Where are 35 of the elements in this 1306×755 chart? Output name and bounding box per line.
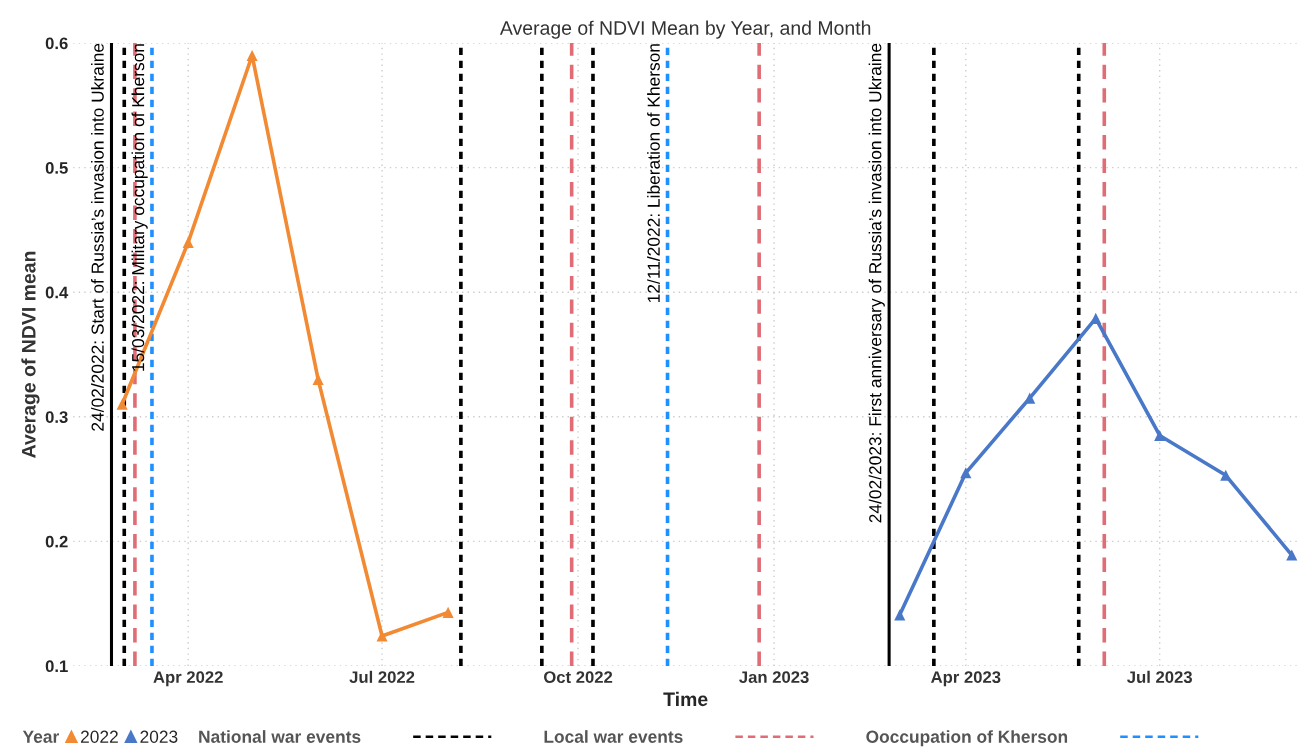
ref-line-label: 12/11/2022: Liberation of Kherson — [647, 44, 660, 302]
legend-label: 2022 — [80, 730, 118, 743]
point — [1220, 469, 1232, 481]
text: National war events — [199, 730, 361, 743]
point — [376, 630, 388, 642]
y-axis-title: Average of NDVI mean — [21, 251, 40, 458]
y-tick-label: 0.2 — [45, 535, 68, 548]
point — [1090, 312, 1102, 324]
point — [116, 398, 128, 410]
y-tick-label: 0.1 — [45, 660, 68, 673]
point — [442, 606, 454, 618]
y-tick-label: 0.3 — [45, 411, 68, 423]
ref-line-label: 24/02/2022: Start of Russia’s invasion into Ukraine — [91, 43, 104, 431]
point — [1286, 549, 1298, 561]
point — [1154, 429, 1166, 441]
legend-label: 2023 — [140, 730, 178, 743]
x-tick-label: Jul 2023 — [1127, 670, 1192, 684]
ref-line-label: 15/03/2022: Military occupation of Kherson — [131, 44, 148, 371]
x-tick-label: Apr 2022 — [153, 671, 223, 687]
y-tick-label: 0.5 — [45, 162, 68, 174]
x-tick-label: Jul 2022 — [349, 670, 415, 684]
chart-title: Average of NDVI Mean by Year, and Month — [499, 20, 871, 39]
point — [182, 236, 194, 248]
legend-title: Year — [22, 730, 59, 743]
x-axis-title: Time — [663, 691, 708, 707]
y-tick-label: 0.4 — [45, 286, 69, 299]
ref-line-label: 24/02/2023: First anniversary of Russia’s invasion into Ukraine — [868, 43, 885, 523]
point — [1024, 392, 1036, 404]
x-tick-label: Apr 2023 — [931, 671, 1001, 687]
text: Local war events — [544, 730, 683, 743]
x-tick-label: Jan 2023 — [739, 671, 809, 684]
text: Ooccupation of Kherson — [866, 730, 1068, 747]
point — [246, 49, 258, 62]
x-tick-label: Oct 2022 — [544, 671, 613, 684]
y-tick-label: 0.6 — [45, 37, 68, 50]
